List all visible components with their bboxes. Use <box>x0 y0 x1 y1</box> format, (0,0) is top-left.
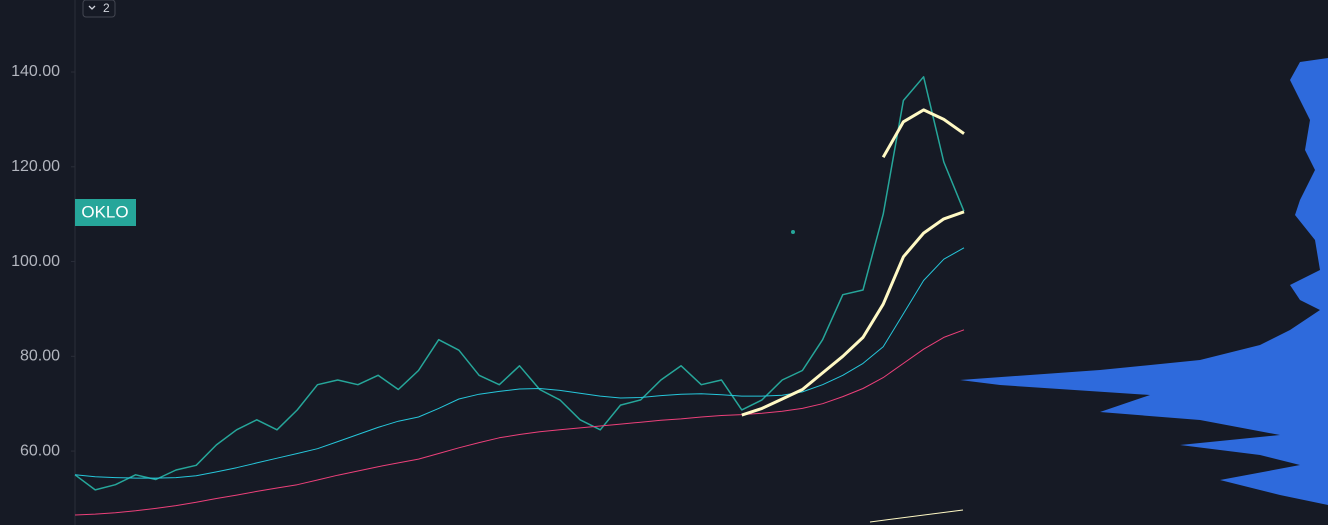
series-line <box>74 76 965 491</box>
y-tick-label: 60.00 <box>20 442 60 459</box>
y-tick-label: 100.00 <box>11 253 60 270</box>
y-tick-label: 140.00 <box>11 63 60 80</box>
series-line <box>741 210 965 417</box>
chevron-icon <box>88 5 96 10</box>
series-line <box>881 108 965 159</box>
symbol-label: OKLO <box>81 202 128 221</box>
badge[interactable]: 2 <box>82 0 116 18</box>
symbol-tag <box>75 199 136 226</box>
badge-box[interactable] <box>82 0 116 18</box>
badge-count: 2 <box>103 1 110 15</box>
series-line <box>74 247 965 479</box>
marker-dot <box>791 230 795 234</box>
volume-profile <box>960 58 1328 505</box>
series-line <box>74 329 965 516</box>
trend-line <box>869 509 964 523</box>
y-tick-label: 120.00 <box>11 158 60 175</box>
y-tick-label: 80.00 <box>20 348 60 365</box>
